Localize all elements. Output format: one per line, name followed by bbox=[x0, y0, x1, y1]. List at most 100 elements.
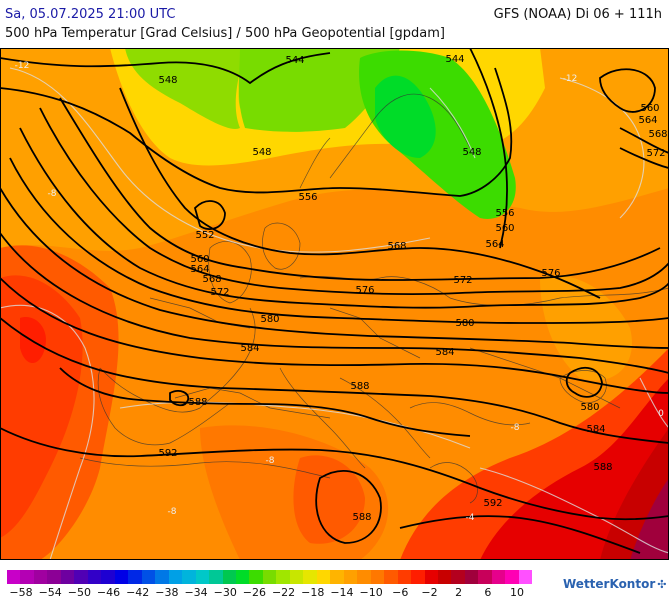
legend-swatch bbox=[209, 570, 223, 584]
legend-tick-label: −14 bbox=[330, 586, 354, 599]
isohypse-label: 592 bbox=[158, 448, 177, 459]
isohypse-label: 588 bbox=[593, 462, 612, 473]
legend-swatch bbox=[87, 570, 102, 584]
isohypse-label: 580 bbox=[455, 318, 474, 329]
model-run-info: GFS (NOAA) Di 06 + 111h bbox=[493, 7, 662, 22]
isohypse-labels: 544 544 548 548 548 552 556 556 560 560 … bbox=[158, 54, 667, 523]
legend-swatch bbox=[397, 570, 412, 584]
isohypse-label: 584 bbox=[240, 343, 259, 354]
isohypse-label: 588 bbox=[352, 512, 371, 523]
wind-turbine-icon: ✣ bbox=[657, 578, 667, 591]
legend-tick-label: −50 bbox=[67, 586, 91, 599]
legend-tick-label: −30 bbox=[213, 586, 237, 599]
isotherm-label: -8 bbox=[266, 456, 275, 466]
legend-swatch bbox=[182, 570, 196, 584]
isohypse-label: 588 bbox=[350, 381, 369, 392]
isotherm-labels: -12 -12 -8 -8 -8 -8 -4 0 bbox=[15, 61, 664, 523]
legend-tick-label: 10 bbox=[510, 586, 524, 599]
isohypse-label: 572 bbox=[453, 275, 472, 286]
isohypse-label: 544 bbox=[445, 54, 464, 65]
legend-swatch bbox=[114, 570, 129, 584]
legend-swatch bbox=[451, 570, 465, 584]
legend-swatch bbox=[20, 570, 34, 584]
isohypse-label: 572 bbox=[646, 148, 665, 159]
legend-tick-label: 6 bbox=[484, 586, 492, 599]
legend-swatch bbox=[60, 570, 75, 584]
isohypse-label: 548 bbox=[252, 147, 271, 158]
isotherm-label: -8 bbox=[168, 507, 177, 517]
legend-tick-label: −2 bbox=[421, 586, 438, 599]
legend-swatch bbox=[141, 570, 156, 584]
legend-swatch bbox=[289, 570, 304, 584]
parameter-title: 500 hPa Temperatur [Grad Celsius] / 500 … bbox=[5, 26, 446, 41]
isotherm-label: -8 bbox=[48, 189, 57, 199]
legend-swatch bbox=[222, 570, 236, 584]
weather-map: 544 544 548 548 548 552 556 556 560 560 … bbox=[0, 48, 669, 560]
legend-swatch bbox=[74, 570, 88, 584]
legend-tick-label: −58 bbox=[9, 586, 33, 599]
isohypse-label: 564 bbox=[485, 239, 504, 250]
legend-swatch bbox=[249, 570, 263, 584]
isohypse-label: 564 bbox=[638, 115, 657, 126]
isotherm-label: 0 bbox=[658, 409, 664, 419]
isohypses bbox=[0, 48, 669, 554]
isohypse-label: 556 bbox=[495, 208, 514, 219]
isohypse-label: 568 bbox=[648, 129, 667, 140]
legend-swatch bbox=[168, 570, 183, 584]
isotherm-label: -8 bbox=[511, 423, 520, 433]
isohypse-label: 544 bbox=[285, 55, 304, 66]
legend-swatch bbox=[518, 570, 533, 584]
isotherm-label: -4 bbox=[466, 513, 475, 523]
isohypse-label: 560 bbox=[495, 223, 514, 234]
color-scale-ticks: −58 −54 −50 −46 −42 −38 −34 −30 −26 −22 −18 −14 −10−… bbox=[7, 586, 532, 600]
isohypse-label: 564 bbox=[190, 264, 209, 275]
legend-swatch bbox=[438, 570, 452, 584]
legend-tick-label: −54 bbox=[38, 586, 62, 599]
isohypse-label: 560 bbox=[190, 254, 209, 265]
isohypse-label: 560 bbox=[640, 103, 659, 114]
isohypse-label: 556 bbox=[298, 192, 317, 203]
legend-tick-label: 2 bbox=[455, 586, 463, 599]
isotherm-label: -12 bbox=[563, 74, 578, 84]
legend-swatch bbox=[357, 570, 371, 584]
forecast-datetime: Sa, 05.07.2025 21:00 UTC bbox=[5, 7, 176, 22]
coastlines bbox=[79, 93, 669, 504]
isohypse-label: 548 bbox=[462, 147, 481, 158]
temperature-field bbox=[0, 48, 669, 560]
legend-swatch bbox=[384, 570, 398, 584]
isohypse-label: 572 bbox=[210, 287, 229, 298]
isohypse-label: 584 bbox=[586, 424, 605, 435]
legend-tick-label: −34 bbox=[184, 586, 208, 599]
legend-swatch bbox=[464, 570, 479, 584]
isohypse-label: 592 bbox=[483, 498, 502, 509]
color-scale-legend bbox=[7, 570, 533, 584]
legend-tick-label: −18 bbox=[301, 586, 325, 599]
legend-swatch bbox=[316, 570, 331, 584]
isohypse-label: 580 bbox=[260, 314, 279, 325]
isotherm-label: -12 bbox=[15, 61, 30, 71]
legend-swatch bbox=[424, 570, 438, 584]
legend-swatch bbox=[33, 570, 48, 584]
legend-swatch bbox=[262, 570, 277, 584]
isohypse-label: 568 bbox=[202, 274, 221, 285]
isohypse-label: 576 bbox=[541, 268, 560, 279]
legend-swatch bbox=[505, 570, 519, 584]
isohypse-label: 588 bbox=[188, 397, 207, 408]
legend-swatch bbox=[478, 570, 492, 584]
legend-tick-label: −22 bbox=[271, 586, 296, 599]
legend-swatch bbox=[276, 570, 290, 584]
legend-swatch bbox=[155, 570, 169, 584]
legend-swatch bbox=[343, 570, 358, 584]
isohypse-label: 576 bbox=[355, 285, 374, 296]
legend-swatch bbox=[7, 570, 21, 584]
wetterkontor-logo: WetterKontor ✣ bbox=[563, 577, 667, 591]
legend-swatch bbox=[47, 570, 61, 584]
isohypse-label: 580 bbox=[580, 402, 599, 413]
legend-tick-label: −38 bbox=[155, 586, 179, 599]
legend-tick-label: −46 bbox=[96, 586, 121, 599]
legend-swatch bbox=[195, 570, 210, 584]
isohypse-label: 548 bbox=[158, 75, 177, 86]
legend-tick-label: −10 bbox=[359, 586, 383, 599]
isohypse-label: 552 bbox=[195, 230, 214, 241]
legend-tick-label: −26 bbox=[242, 586, 267, 599]
